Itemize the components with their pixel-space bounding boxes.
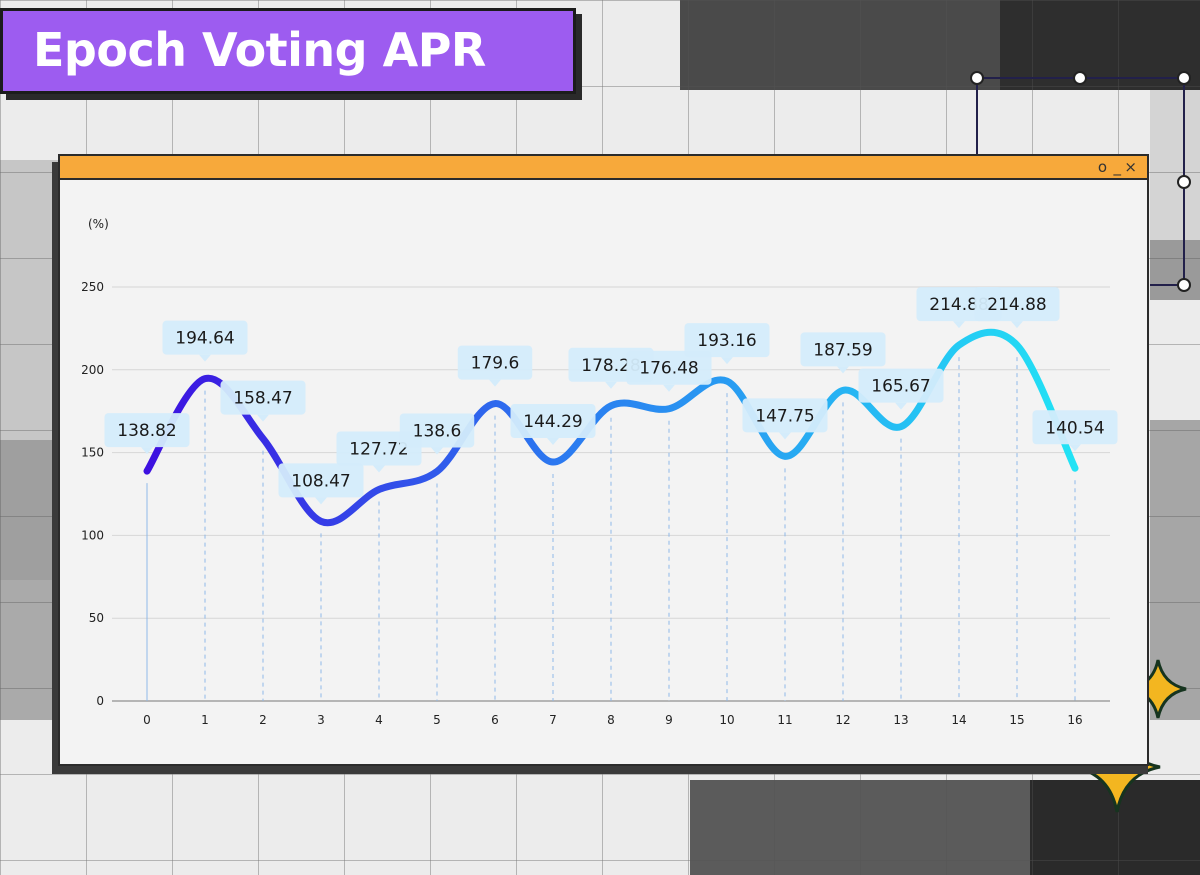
y-tick-label: 150 (81, 446, 104, 460)
chart-title: Epoch Voting APR (33, 23, 486, 77)
close-button[interactable]: × (1124, 158, 1137, 176)
data-label: 147.75 (742, 398, 828, 440)
minimize-circle-button[interactable]: o (1097, 158, 1107, 176)
data-label: 165.67 (858, 368, 944, 410)
data-label: 138.82 (104, 413, 190, 455)
data-label-text: 127.72 (349, 439, 408, 459)
data-label-text: 147.75 (755, 406, 814, 426)
x-tick-label: 3 (317, 713, 325, 727)
x-tick-label: 8 (607, 713, 615, 727)
y-tick-label: 100 (81, 528, 104, 542)
y-tick-label: 200 (81, 363, 104, 377)
x-tick-label: 9 (665, 713, 673, 727)
y-tick-label: 50 (89, 611, 104, 625)
data-label-text: 214.88 (987, 295, 1046, 315)
y-axis-ticks: 0 50 100 150 200 250 (81, 280, 104, 708)
data-label-text: 165.67 (871, 377, 930, 397)
data-label-text: 144.29 (523, 412, 582, 432)
data-label: 194.64 (162, 320, 248, 362)
data-label-text: 138.82 (117, 421, 176, 441)
data-label-text: 179.6 (471, 354, 520, 374)
minimize-button[interactable]: _ (1113, 158, 1122, 176)
x-tick-label: 1 (201, 713, 209, 727)
drop-lines (146, 357, 1076, 701)
data-label: 108.47 (278, 463, 364, 505)
x-axis-ticks: 0 1 2 3 4 5 6 7 8 9 10 11 12 13 14 15 16 (143, 713, 1082, 727)
data-label-text: 194.64 (175, 329, 234, 349)
x-tick-label: 6 (491, 713, 499, 727)
y-tick-label: 250 (81, 280, 104, 294)
circuit-decoration (970, 71, 1191, 292)
x-tick-label: 16 (1067, 713, 1082, 727)
data-label-text: 187.59 (813, 340, 872, 360)
data-label-text: 138.6 (413, 421, 462, 441)
data-label-text: 178.28 (581, 356, 640, 376)
y-tick-label: 0 (96, 694, 104, 708)
data-label: 176.48 (626, 350, 712, 392)
data-label: 214.88 (974, 287, 1060, 329)
x-tick-label: 13 (893, 713, 908, 727)
x-tick-label: 10 (719, 713, 734, 727)
data-label-text: 158.47 (233, 389, 292, 409)
data-label: 187.59 (800, 332, 886, 374)
data-label: 144.29 (510, 404, 596, 446)
data-label: 193.16 (684, 323, 770, 365)
x-tick-label: 5 (433, 713, 441, 727)
x-tick-label: 2 (259, 713, 267, 727)
data-label: 140.54 (1032, 410, 1118, 452)
y-axis-label: (%) (88, 217, 109, 231)
data-label: 179.6 (457, 345, 533, 387)
x-tick-label: 4 (375, 713, 383, 727)
x-tick-label: 11 (777, 713, 792, 727)
x-tick-label: 0 (143, 713, 151, 727)
data-label-text: 108.47 (291, 471, 350, 491)
data-label-text: 193.16 (697, 331, 756, 351)
data-label: 138.6 (399, 413, 475, 455)
data-label-text: 176.48 (639, 359, 698, 379)
window-title-bar: o _ × (60, 156, 1147, 180)
x-tick-label: 7 (549, 713, 557, 727)
data-label: 158.47 (220, 380, 306, 422)
x-tick-label: 12 (835, 713, 850, 727)
title-banner: Epoch Voting APR (0, 8, 576, 94)
chart-window: o _ × (58, 154, 1149, 766)
data-label-text: 140.54 (1045, 418, 1104, 438)
x-tick-label: 15 (1009, 713, 1024, 727)
x-tick-label: 14 (951, 713, 966, 727)
data-label-text: 214.88 (929, 295, 988, 315)
